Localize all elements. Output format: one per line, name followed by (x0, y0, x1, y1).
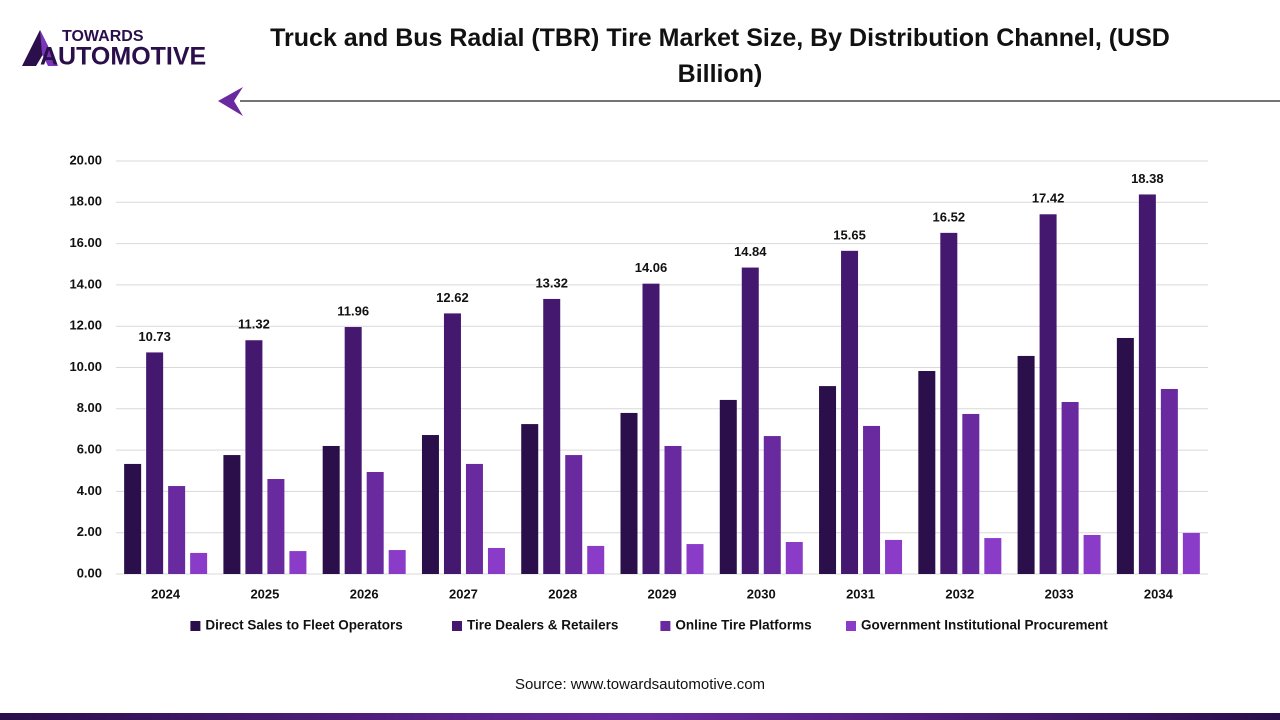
x-tick-label: 2024 (151, 586, 181, 601)
legend-label: Direct Sales to Fleet Operators (205, 618, 402, 633)
x-tick-label: 2025 (250, 586, 279, 601)
logo: TOWARDS AUTOMOTIVE (22, 28, 206, 71)
bar (686, 544, 704, 574)
x-tick-label: 2031 (846, 586, 875, 601)
bar (487, 547, 505, 574)
bar (146, 352, 164, 574)
chart-title: Truck and Bus Radial (TBR) Tire Market S… (270, 24, 1170, 88)
bar (1182, 532, 1200, 574)
bar (620, 412, 638, 574)
x-tick-label: 2033 (1045, 586, 1074, 601)
bar (1061, 401, 1079, 574)
y-tick-label: 4.00 (77, 483, 102, 498)
legend-swatch (846, 621, 856, 631)
brand-line1: TOWARDS (62, 28, 144, 45)
bar (168, 486, 186, 574)
x-tick-label: 2029 (648, 586, 677, 601)
data-label: 14.06 (635, 260, 668, 275)
bar (1160, 388, 1178, 574)
bar (664, 445, 682, 574)
bar (124, 463, 142, 574)
x-tick-label: 2028 (548, 586, 577, 601)
bar (443, 313, 461, 574)
data-label: 14.84 (734, 244, 767, 259)
legend-label: Online Tire Platforms (675, 618, 811, 633)
bar (1083, 534, 1101, 574)
brand-line2: AUTOMOTIVE (40, 43, 206, 71)
bar (388, 550, 406, 574)
bar (863, 425, 881, 574)
x-tick-label: 2027 (449, 586, 478, 601)
footer-strip (0, 713, 1280, 720)
bar (741, 267, 759, 574)
bar (267, 479, 285, 574)
bar (344, 327, 362, 574)
legend-label: Tire Dealers & Retailers (467, 618, 618, 633)
header-arrow (218, 87, 243, 116)
bar (521, 424, 539, 574)
source: Source: www.towardsautomotive.com (514, 676, 766, 693)
data-label: 11.96 (337, 303, 369, 318)
y-tick-label: 20.00 (69, 152, 102, 167)
bar (289, 551, 307, 574)
bar (223, 455, 241, 574)
y-tick-label: 12.00 (69, 318, 102, 333)
bar (587, 545, 605, 574)
bar (421, 435, 439, 574)
y-tick-label: 10.00 (69, 359, 102, 374)
bar (1039, 214, 1057, 575)
bar (918, 371, 936, 574)
data-label: 11.32 (238, 317, 270, 332)
data-label: 15.65 (833, 227, 866, 242)
data-label: 16.52 (933, 209, 966, 224)
x-tick-label: 2034 (1144, 586, 1174, 601)
data-label: 18.38 (1131, 171, 1164, 186)
bar (1017, 355, 1035, 574)
bar (984, 538, 1002, 574)
bar (763, 436, 781, 574)
x-tick-label: 2032 (945, 586, 974, 601)
bar (940, 232, 958, 574)
y-tick-label: 16.00 (69, 235, 102, 250)
legend-swatch (452, 621, 462, 631)
bar (1138, 194, 1156, 574)
y-tick-label: 6.00 (77, 442, 102, 457)
y-tick-label: 8.00 (77, 400, 102, 415)
bar (885, 539, 903, 574)
bar (245, 340, 263, 574)
bar (719, 399, 737, 574)
bar (543, 298, 561, 574)
bar (465, 463, 483, 574)
bar (322, 445, 340, 574)
bar (962, 413, 980, 574)
legend-swatch (660, 621, 671, 631)
bar (841, 250, 859, 574)
bar (565, 455, 583, 574)
bar (819, 386, 837, 574)
y-tick-label: 14.00 (69, 276, 102, 291)
data-label: 12.62 (436, 290, 469, 305)
y-tick-label: 18.00 (69, 194, 102, 209)
bar (642, 283, 660, 574)
data-label: 17.42 (1032, 191, 1065, 206)
y-tick-label: 2.00 (77, 524, 102, 539)
x-tick-label: 2030 (747, 586, 776, 601)
bar (785, 541, 803, 574)
x-tick-label: 2026 (350, 586, 379, 601)
bar (366, 471, 384, 574)
data-label: 10.73 (138, 329, 171, 344)
legend-label: Government Institutional Procurement (861, 618, 1108, 633)
legend-swatch (190, 621, 201, 631)
bar (190, 552, 208, 574)
data-label: 13.32 (535, 275, 568, 290)
y-tick-label: 0.00 (77, 565, 102, 580)
bar (1116, 337, 1134, 574)
